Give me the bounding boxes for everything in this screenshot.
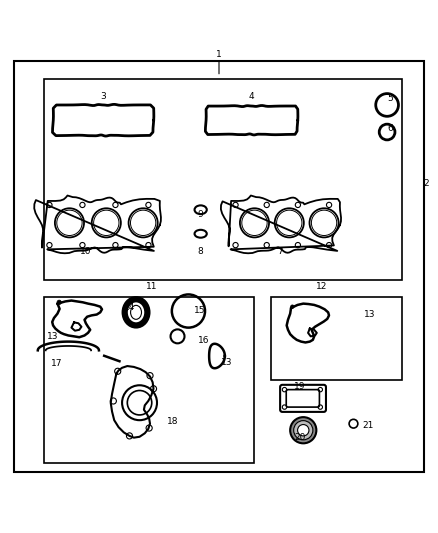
Circle shape [293,421,313,440]
Text: 4: 4 [249,92,254,101]
Text: 19: 19 [294,382,306,391]
Text: 21: 21 [363,422,374,430]
Text: 5: 5 [387,94,393,103]
Text: 10: 10 [80,247,92,256]
Text: 11: 11 [145,281,157,290]
Circle shape [57,300,61,304]
Text: 2: 2 [424,179,429,188]
Text: 13: 13 [221,358,233,367]
Bar [44,79,403,280]
FancyBboxPatch shape [280,385,326,412]
Bar [44,297,254,463]
Text: 3: 3 [100,92,106,101]
Text: 15: 15 [194,305,205,314]
Text: 12: 12 [316,281,327,290]
Text: 18: 18 [167,417,179,426]
Text: 20: 20 [294,433,305,442]
Text: 13: 13 [364,310,375,319]
Bar [272,297,403,380]
Text: 17: 17 [51,359,62,368]
Text: 6: 6 [387,125,393,133]
Text: 16: 16 [198,336,209,345]
Text: 9: 9 [198,209,204,219]
FancyBboxPatch shape [286,390,319,407]
Circle shape [290,417,316,443]
Text: 7: 7 [277,247,283,256]
Circle shape [290,305,294,309]
Text: 1: 1 [216,50,222,59]
Text: 14: 14 [124,303,135,312]
Text: 13: 13 [46,332,58,341]
Text: 8: 8 [198,247,204,256]
Circle shape [297,425,309,436]
